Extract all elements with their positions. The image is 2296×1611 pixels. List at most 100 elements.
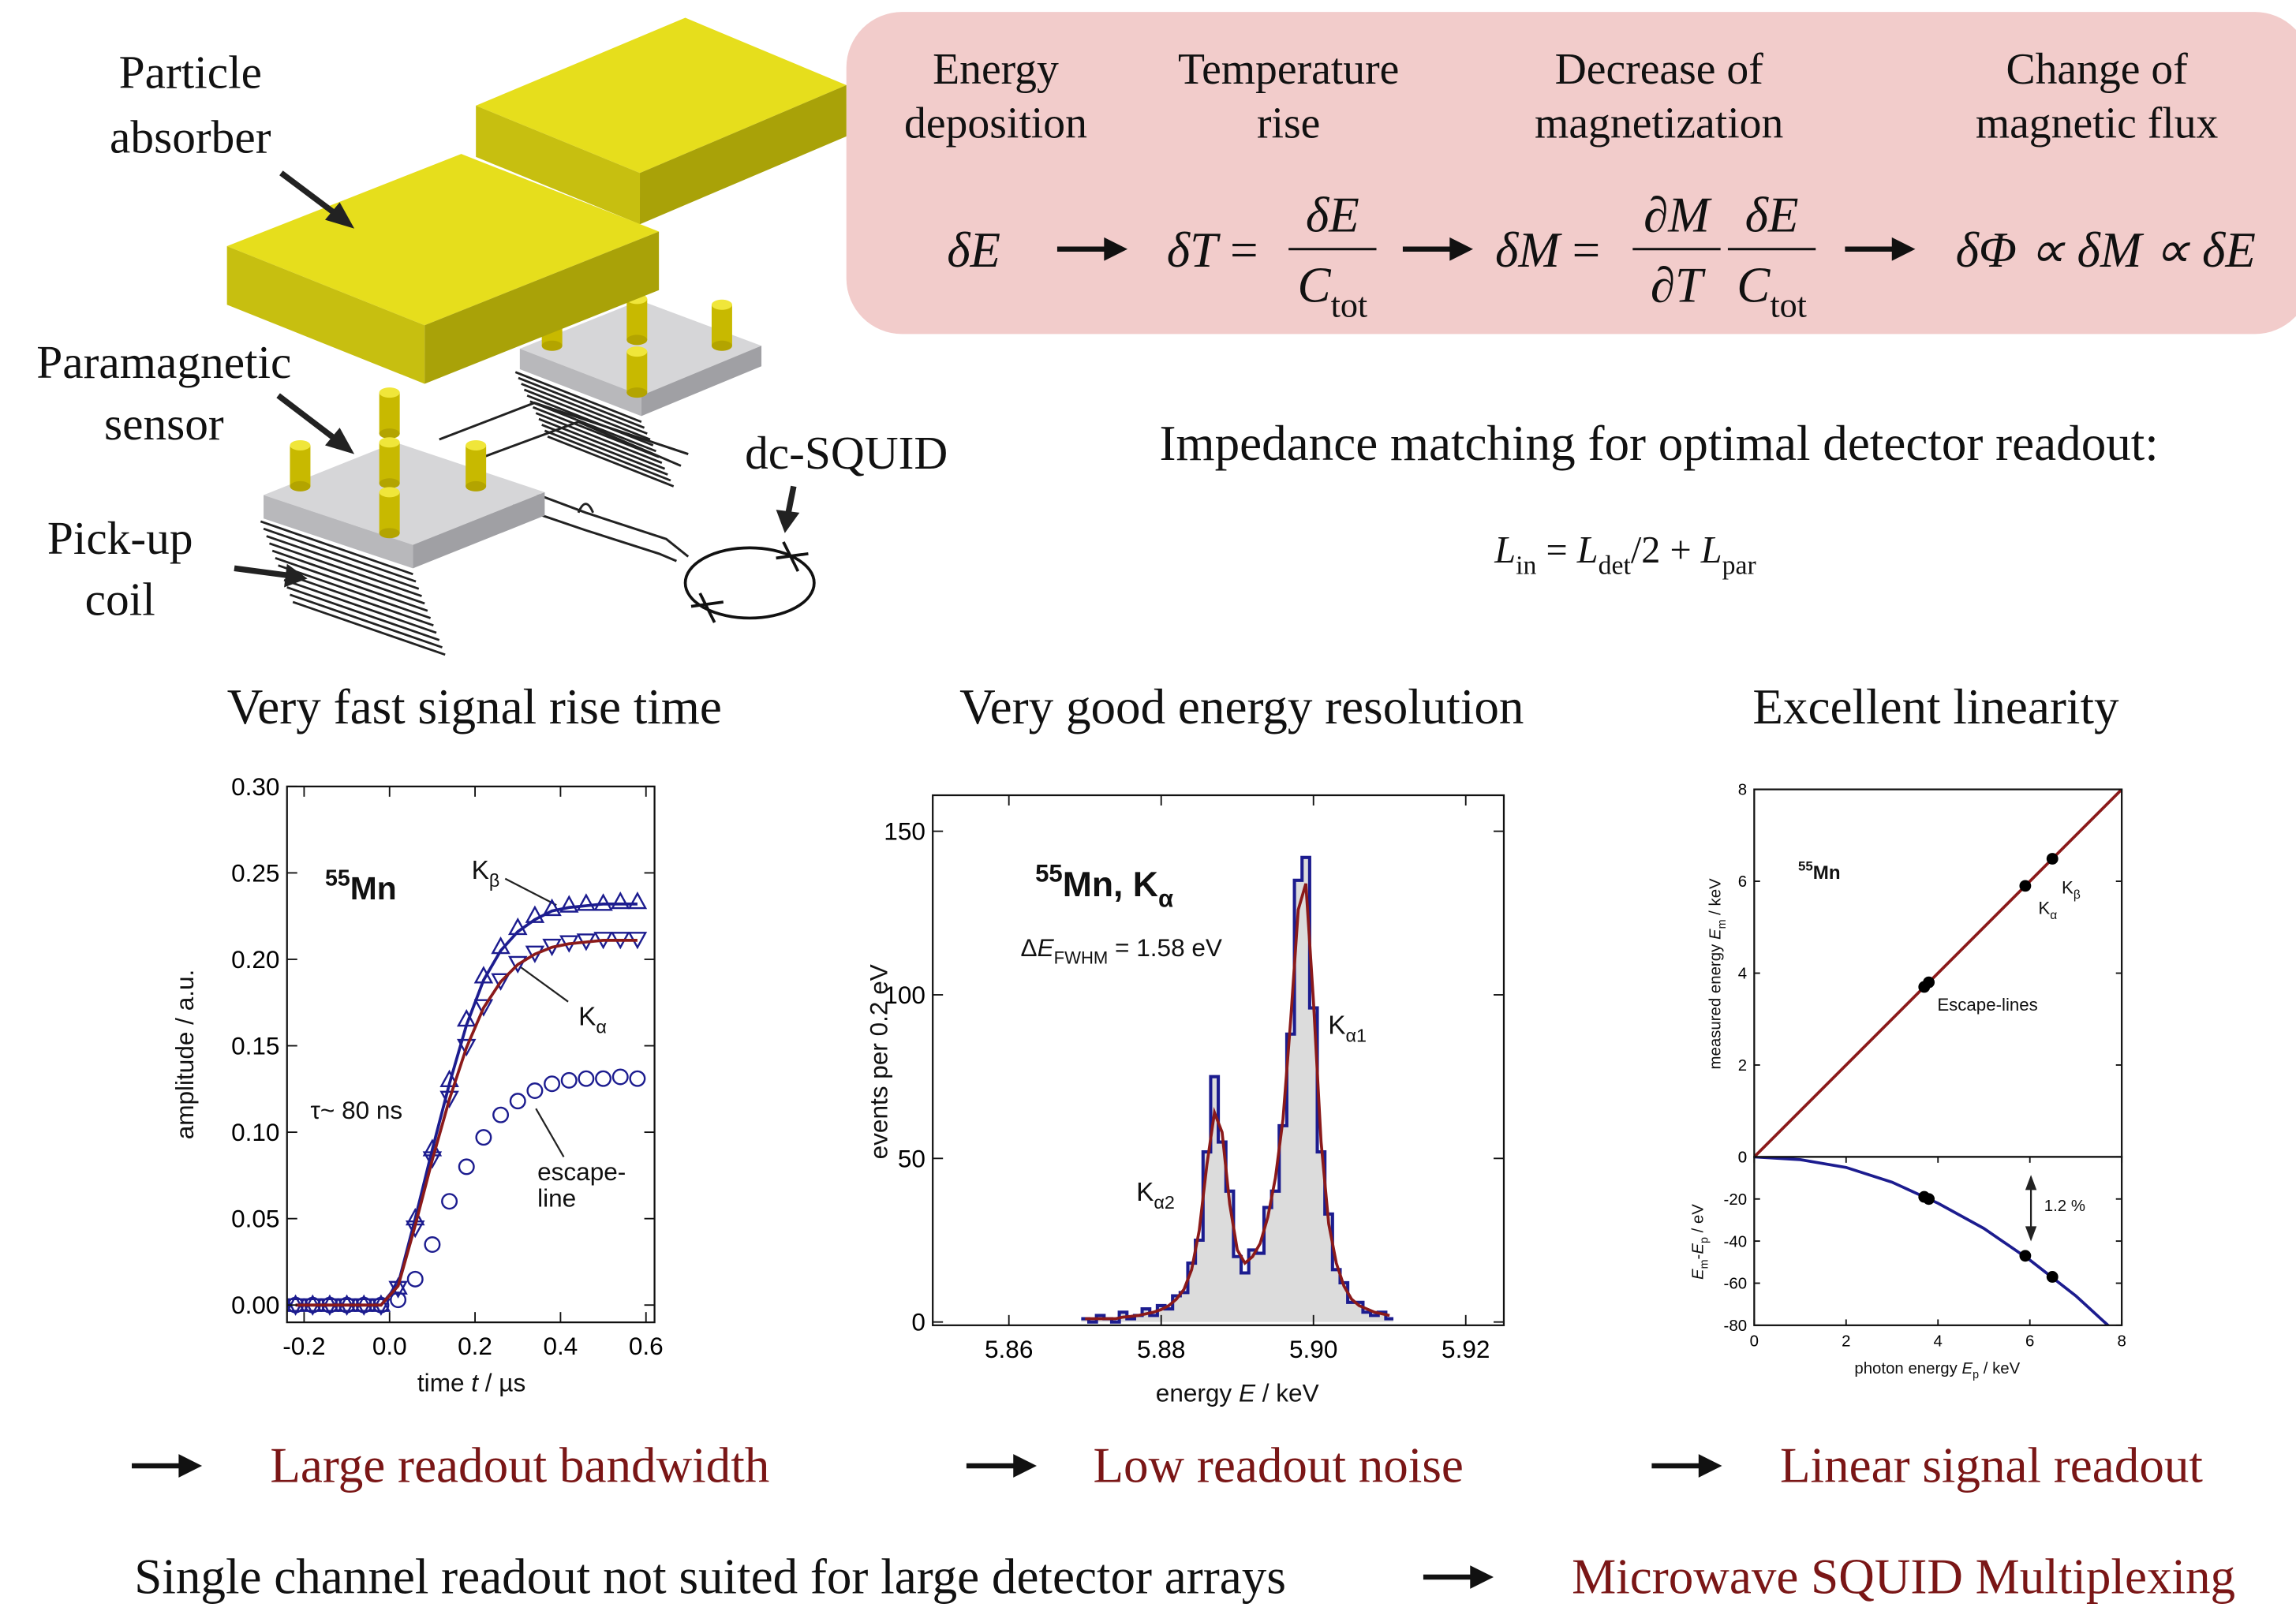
plot-frame: [1754, 1157, 2122, 1325]
x-tick-label: 0.4: [543, 1332, 578, 1360]
formula-numerator: ∂M: [1643, 188, 1712, 243]
text-span: L: [1576, 529, 1599, 571]
annotation: Kα2: [1136, 1178, 1175, 1213]
panel-result: Linear signal readout: [1780, 1437, 2203, 1493]
text-span: ∂M: [1643, 188, 1712, 243]
text-span: escape-: [537, 1157, 626, 1186]
marker: [612, 894, 628, 909]
y-tick-label: 4: [1738, 966, 1747, 983]
text-span: par: [1722, 551, 1756, 580]
text-span: 55: [1035, 859, 1063, 887]
annotation: Kα1: [1328, 1011, 1367, 1046]
text-span: / keV: [1979, 1360, 2021, 1377]
process-step: rise: [1257, 99, 1320, 148]
impedance-title: Impedance matching for optimal detector …: [1160, 416, 2159, 471]
text-span: E: [1689, 1243, 1707, 1254]
text-span: δT: [1167, 222, 1221, 278]
text-span: K: [2038, 898, 2050, 918]
annotation: τ~ 80 ns: [310, 1096, 402, 1124]
text-span: energy: [1156, 1378, 1239, 1407]
x-tick-label: -0.2: [282, 1332, 325, 1360]
annotation: Kα: [2038, 898, 2057, 922]
y-tick-label: 0.10: [231, 1118, 279, 1146]
annotation: escape-: [537, 1157, 626, 1186]
footer-text: Single channel readout not suited for la…: [134, 1549, 1286, 1604]
marker: [596, 1071, 611, 1086]
annotation: 55Mn: [325, 866, 397, 906]
footer-result: Microwave SQUID Multiplexing: [1572, 1549, 2235, 1604]
text-span: α: [2050, 909, 2057, 922]
annotation: Escape-lines: [1937, 995, 2037, 1015]
marker: [2047, 1271, 2059, 1283]
formula: δM =: [1495, 222, 1600, 278]
marker: [477, 1130, 492, 1145]
x-tick-label: 0: [1750, 1333, 1759, 1350]
text-span: amplitude / a.u.: [170, 970, 199, 1140]
x-tick-label: 8: [2117, 1333, 2126, 1350]
formula-numerator: δE: [1745, 188, 1799, 243]
text-span: 55: [1798, 859, 1813, 874]
annotation: ΔEFWHM = 1.58 eV: [1021, 933, 1222, 967]
process-step: deposition: [904, 99, 1087, 148]
y-tick-label: 0.00: [231, 1291, 279, 1319]
marker: [1923, 1193, 1935, 1205]
panel-result: Low readout noise: [1093, 1437, 1463, 1493]
text-span: β: [489, 870, 499, 891]
y-axis-label: amplitude / a.u.: [170, 970, 199, 1140]
text-span: α: [1158, 884, 1173, 912]
y-tick-label: -60: [1724, 1276, 1748, 1293]
text-span: E: [1038, 933, 1055, 962]
y-tick-label: 6: [1738, 873, 1747, 891]
text-span: α1: [1346, 1026, 1367, 1046]
text-span: ∂T: [1651, 258, 1706, 313]
text-span: K: [472, 856, 489, 885]
chart: 0501001505.865.885.905.9255Mn, KαΔEFWHM …: [865, 795, 1504, 1407]
formula: δΦ ∝ δM ∝ δE: [1956, 222, 2256, 278]
text-span: / keV: [1255, 1378, 1319, 1407]
text-span: tot: [1770, 286, 1807, 325]
y-tick-label: 0: [1738, 1149, 1747, 1167]
y-tick-label: 0.30: [231, 772, 279, 801]
x-axis-label: energy E / keV: [1156, 1378, 1319, 1407]
text-span: τ~ 80 ns: [310, 1096, 402, 1124]
annotation: Kα: [578, 1002, 607, 1037]
process-step: Decrease of: [1555, 45, 1764, 94]
x-tick-label: 4: [1934, 1333, 1943, 1350]
y-tick-label: 150: [884, 817, 926, 846]
squid: [686, 542, 814, 622]
text-span: -: [1689, 1254, 1707, 1260]
text-span: tot: [1331, 286, 1368, 325]
chart: 0.000.050.100.150.200.250.30-0.20.00.20.…: [170, 772, 664, 1396]
x-tick-label: 6: [2025, 1333, 2034, 1350]
process-step: magnetization: [1535, 99, 1783, 148]
text-span: 1.2 %: [2044, 1198, 2085, 1215]
text-span: / keV: [1707, 878, 1725, 920]
text-span: =: [1536, 529, 1576, 571]
coil-line: [544, 431, 671, 480]
text-span: α: [596, 1016, 607, 1037]
text-span: events per 0.2 eV: [865, 964, 893, 1159]
y-tick-label: 2: [1738, 1057, 1747, 1075]
text-span: p: [1973, 1369, 1979, 1381]
text-span: m: [1716, 920, 1729, 929]
impedance-equation: Lin = Ldet/2 + Lpar: [1494, 529, 1756, 580]
text-span: Mn, K: [1063, 865, 1158, 904]
formula-numerator: δE: [1306, 188, 1359, 243]
text-span: E: [1689, 1269, 1707, 1280]
y-tick-label: 0: [911, 1308, 926, 1336]
annotation: 1.2 %: [2044, 1198, 2085, 1215]
y-axis-label: events per 0.2 eV: [865, 964, 893, 1159]
marker: [630, 894, 645, 909]
marker: [579, 1071, 594, 1086]
x-tick-label: 0.2: [458, 1332, 492, 1360]
text-span: δE: [947, 222, 1000, 278]
y-tick-label: 0.20: [231, 945, 279, 974]
marker: [2047, 853, 2059, 865]
y-tick-label: 8: [1738, 782, 1747, 799]
text-span: K: [2062, 877, 2074, 897]
diagram-label: coil: [85, 574, 155, 626]
text-span: photon energy: [1854, 1360, 1961, 1377]
marker: [528, 1083, 543, 1098]
text-span: Δ: [1021, 933, 1038, 962]
marker: [408, 1272, 423, 1287]
